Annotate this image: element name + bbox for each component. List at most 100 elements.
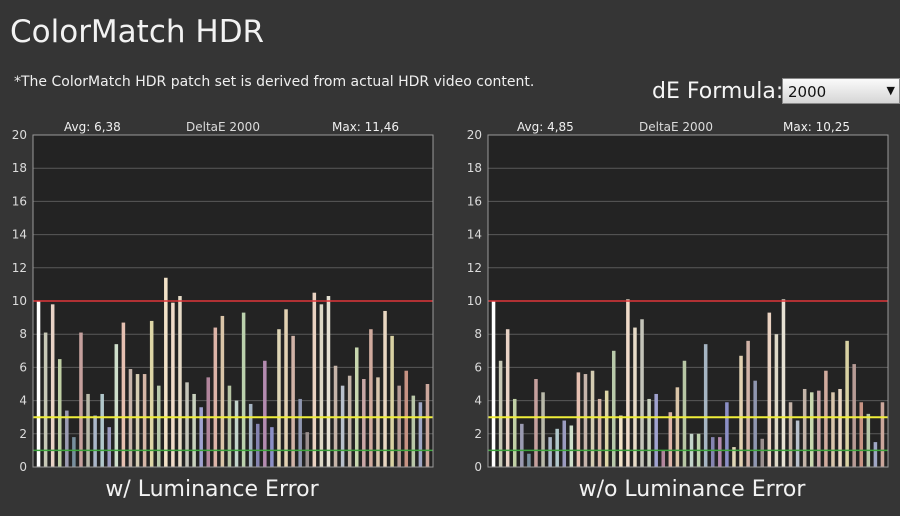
bar <box>185 382 189 467</box>
bar <box>873 442 878 467</box>
y-tick-label: 16 <box>467 194 482 208</box>
bar <box>668 412 673 467</box>
bar <box>647 398 651 467</box>
bar <box>192 393 196 467</box>
bar <box>548 437 552 467</box>
y-tick-label: 2 <box>19 427 27 441</box>
chart-caption: w/ Luminance Error <box>105 477 319 502</box>
bar <box>326 296 331 467</box>
bar <box>498 360 503 467</box>
bar <box>732 447 736 467</box>
bar <box>220 315 225 467</box>
bar <box>390 335 394 467</box>
bar <box>597 398 602 467</box>
bar <box>227 385 232 467</box>
bar <box>369 329 373 467</box>
bar <box>291 335 295 467</box>
bar <box>611 350 616 467</box>
y-tick-label: 8 <box>19 327 27 341</box>
bar <box>418 402 423 467</box>
bar <box>213 327 218 467</box>
bar <box>831 392 835 467</box>
bar <box>859 402 864 467</box>
chart-title: DeltaE 2000 <box>639 120 713 134</box>
bar <box>675 387 680 467</box>
chart-caption: w/o Luminance Error <box>578 477 806 502</box>
bar <box>774 334 779 467</box>
y-tick-label: 6 <box>474 360 482 374</box>
bar <box>72 437 76 467</box>
bar <box>739 355 743 467</box>
bar <box>142 374 147 467</box>
bar <box>555 428 559 467</box>
chevron-down-icon: ▼ <box>886 84 895 97</box>
formula-label: dE Formula: <box>652 79 784 104</box>
plot-border <box>32 134 434 468</box>
formula-dropdown[interactable]: 2000 ▼ <box>782 78 900 104</box>
bar <box>527 453 531 467</box>
bar <box>512 398 517 467</box>
y-tick-label: 0 <box>474 460 482 474</box>
y-tick-label: 10 <box>467 294 482 308</box>
bar <box>541 392 545 467</box>
bar <box>263 360 267 467</box>
bar <box>534 379 538 467</box>
max-label: Max: 11,46 <box>332 120 400 134</box>
bar <box>838 388 842 467</box>
bar <box>178 296 182 467</box>
y-tick-label: 18 <box>12 161 27 175</box>
bar <box>404 370 409 467</box>
plot-svg: 0 2 4 6 8 10 12 14 16 18 20 <box>12 128 434 474</box>
plot-border <box>487 134 889 468</box>
bar <box>633 327 637 467</box>
avg-label: Avg: 4,85 <box>517 120 574 134</box>
bar <box>746 340 750 467</box>
y-tick-label: 2 <box>474 427 482 441</box>
bar <box>171 302 175 467</box>
bar <box>156 385 161 467</box>
bar <box>802 388 807 467</box>
bar <box>505 329 510 467</box>
y-tick-label: 12 <box>12 261 27 275</box>
bar <box>682 360 687 467</box>
bar <box>569 425 574 467</box>
bar <box>725 402 729 467</box>
y-tick-label: 16 <box>12 194 27 208</box>
bar <box>93 415 97 467</box>
bar <box>640 319 644 467</box>
bar <box>206 377 211 467</box>
bar <box>866 413 871 467</box>
bar <box>298 398 302 467</box>
bar <box>760 438 765 467</box>
bar <box>79 332 83 467</box>
bar <box>604 390 609 467</box>
bar <box>234 400 239 467</box>
bar <box>397 385 401 467</box>
bar <box>347 375 352 467</box>
bar <box>376 377 380 467</box>
bar <box>383 310 387 467</box>
y-tick-label: 14 <box>467 228 482 242</box>
bar <box>583 374 588 467</box>
y-tick-label: 18 <box>467 161 482 175</box>
chart-with-luminance: Avg: 6,38 DeltaE 2000 Max: 11,46 0 2 4 6 8 10… <box>0 120 440 474</box>
bar <box>817 390 821 467</box>
bar <box>248 403 253 467</box>
y-tick-label: 12 <box>467 261 482 275</box>
bar <box>57 359 62 467</box>
y-tick-label: 20 <box>467 128 482 142</box>
y-tick-label: 4 <box>19 394 27 408</box>
bar <box>809 392 814 467</box>
y-tick-label: 10 <box>12 294 27 308</box>
page-title: ColorMatch HDR <box>10 14 265 50</box>
plot-svg: 0 2 4 6 8 10 12 14 16 18 20 <box>467 128 889 474</box>
formula-value: 2000 <box>788 83 827 101</box>
bar <box>788 402 793 467</box>
bar <box>319 304 324 467</box>
chart-title: DeltaE 2000 <box>186 120 260 134</box>
bar <box>845 340 849 467</box>
bar <box>65 410 69 467</box>
bar <box>241 312 246 467</box>
bar <box>270 427 274 467</box>
max-label: Max: 10,25 <box>783 120 851 134</box>
